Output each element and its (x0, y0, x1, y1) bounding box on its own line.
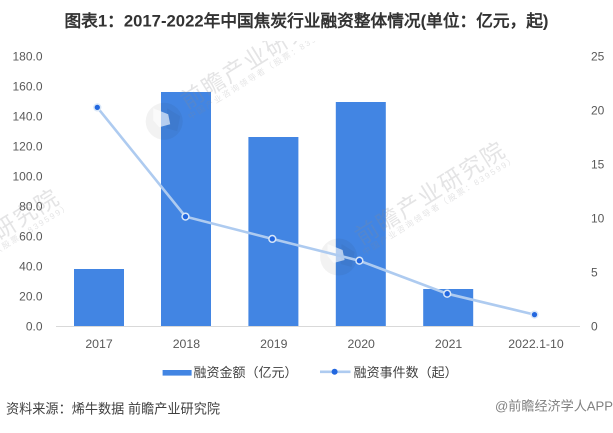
svg-text:融资事件数（起）: 融资事件数（起） (354, 365, 458, 380)
svg-text:140.0: 140.0 (12, 110, 42, 124)
svg-text:180.0: 180.0 (12, 50, 42, 64)
svg-text:2021: 2021 (435, 337, 463, 351)
svg-text:15: 15 (591, 158, 605, 172)
svg-text:资料来源：烯牛数据 前瞻产业研究院: 资料来源：烯牛数据 前瞻产业研究院 (6, 401, 220, 417)
svg-text:100.0: 100.0 (12, 170, 42, 184)
svg-text:2019: 2019 (260, 337, 288, 351)
svg-text:160.0: 160.0 (12, 80, 42, 94)
svg-text:2018: 2018 (173, 337, 201, 351)
svg-text:20.0: 20.0 (19, 290, 43, 304)
svg-text:20: 20 (591, 104, 605, 118)
svg-text:融资金额（亿元）: 融资金额（亿元） (194, 365, 298, 380)
svg-text:图表1：2017-2022年中国焦炭行业融资整体情况(单位：: 图表1：2017-2022年中国焦炭行业融资整体情况(单位：亿元，起) (65, 11, 549, 31)
svg-text:120.0: 120.0 (12, 140, 42, 154)
svg-text:80.0: 80.0 (19, 200, 43, 214)
svg-text:2022.1-10: 2022.1-10 (508, 337, 564, 351)
svg-text:25: 25 (591, 50, 605, 64)
svg-text:10: 10 (591, 212, 605, 226)
svg-text:40.0: 40.0 (19, 260, 43, 274)
svg-text:5: 5 (591, 266, 598, 280)
svg-text:0: 0 (591, 320, 598, 334)
svg-text:2020: 2020 (348, 337, 376, 351)
svg-text:0.0: 0.0 (26, 320, 43, 334)
svg-text:2017: 2017 (85, 337, 113, 351)
svg-text:@前瞻经济学人APP: @前瞻经济学人APP (495, 398, 613, 414)
svg-text:60.0: 60.0 (19, 230, 43, 244)
